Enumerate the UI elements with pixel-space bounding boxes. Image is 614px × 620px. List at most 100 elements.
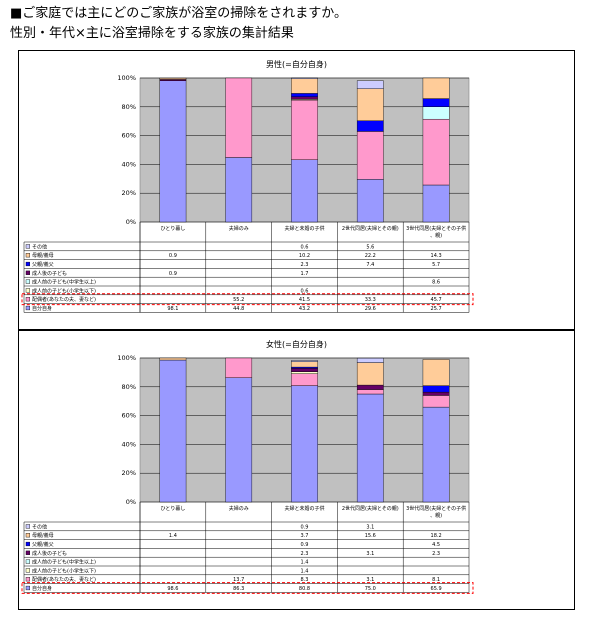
table-value: 43.2 (299, 306, 310, 312)
bar-segment-mother (422, 359, 450, 386)
table-value: 2.3 (301, 551, 309, 557)
legend-key-adult_child (25, 270, 30, 275)
chart-panel-male: 男性(=自分自身) 0% 20% 40% 60% 80% 100% ひとり暮し 夫婦のみ 夫婦と… (18, 50, 575, 330)
bar-segment-self (291, 385, 318, 503)
legend-label: 父親/義父 (32, 541, 54, 548)
data-table: ひとり暮し 夫婦のみ 夫婦と未婚の子供 2世代同居(夫婦とその親) 3世代同居(夫婦とそ… (21, 222, 474, 313)
legend-label: 成人前の子ども(小学生以下) (32, 567, 96, 574)
table-value: 29.6 (365, 306, 376, 312)
bar-segment-mother (159, 357, 187, 361)
y-tick-label: 60% (122, 132, 136, 140)
table-value: 0.9 (301, 542, 309, 548)
legend-key-self (25, 305, 30, 311)
legend-key-child_elementary (25, 568, 30, 573)
bar-segment-spouse (291, 99, 318, 160)
bar-segment-spouse (225, 357, 253, 378)
table-value: 45.7 (431, 297, 442, 303)
legend-label: その他 (32, 523, 47, 530)
table-value: 22.2 (365, 253, 376, 259)
legend-key-child_junior_high (25, 279, 30, 284)
y-tick-label: 0% (126, 498, 136, 506)
bar-segment-spouse (225, 77, 253, 158)
table-value: 65.9 (431, 586, 442, 592)
legend-key-other (25, 244, 30, 249)
chart-title: 女性(=自分自身) (266, 340, 327, 349)
legend-key-father (25, 261, 30, 267)
legend-key-spouse (25, 577, 30, 582)
bar-segment-mother (356, 362, 384, 386)
legend-label: 自分自身 (32, 305, 52, 312)
bar-segment-adult_child (291, 96, 318, 100)
bar-segment-self (225, 157, 253, 223)
category-label: 2世代同居(夫婦とその親) (342, 505, 399, 512)
y-tick-label: 20% (122, 189, 136, 197)
bar-segment-other (356, 80, 384, 90)
legend-key-self (25, 585, 30, 591)
table-value: 4.5 (432, 542, 440, 548)
table-value: 1.4 (301, 560, 309, 566)
table-value: 8.6 (432, 280, 440, 286)
category-label: 夫婦と未婚の子供 (284, 225, 324, 232)
category-label: 、親) (430, 232, 442, 239)
category-label: 3世代同居(夫婦とその子供 (406, 505, 466, 512)
table-value: 44.8 (233, 306, 244, 312)
legend-label: 配偶者(あなたの夫、妻など) (32, 576, 96, 583)
chart-panel-female: 女性(=自分自身) 0% 20% 40% 60% 80% 100% ひとり暮し 夫婦のみ 夫婦と… (18, 330, 575, 610)
legend-label: その他 (32, 243, 47, 250)
highlight-box (21, 293, 474, 306)
bar-segment-self (422, 184, 450, 223)
legend-key-child_elementary (25, 288, 30, 293)
legend-key-spouse (25, 297, 30, 302)
bar-segment-child_elementary (291, 371, 318, 374)
bar-segment-self (422, 406, 450, 503)
table-value: 0.9 (169, 253, 177, 259)
bar-segment-self (291, 159, 318, 223)
category-label: ひとり暮し (160, 225, 185, 232)
table-value: 15.6 (365, 533, 376, 539)
table-value: 98.1 (167, 306, 178, 312)
bar-segment-spouse (291, 373, 318, 386)
table-value: 33.3 (365, 297, 376, 303)
bar-segment-mother (291, 78, 318, 94)
category-label: 2世代同居(夫婦とその親) (342, 225, 399, 232)
table-value: 2.3 (301, 262, 309, 268)
table-value: 1.7 (301, 271, 309, 277)
table-value: 98.6 (167, 586, 178, 592)
legend-label: 成人前の子ども(中学生以上) (32, 279, 96, 286)
bar-segment-child_junior_high (422, 106, 450, 120)
table-value: 0.6 (301, 288, 309, 294)
y-tick-label: 20% (122, 469, 136, 477)
legend-label: 父親/義父 (32, 261, 54, 268)
table-value: 2.3 (432, 551, 440, 557)
table-value: 3.1 (366, 524, 374, 530)
legend-label: 成人前の子ども(中学生以上) (32, 559, 96, 566)
table-value: 5.6 (366, 244, 374, 250)
table-value: 25.7 (431, 306, 442, 312)
table-value: 7.4 (366, 262, 374, 268)
table-value: 18.2 (431, 533, 442, 539)
bar-segment-spouse (422, 118, 450, 186)
y-tick-label: 80% (122, 383, 136, 391)
bar-segment-other (291, 77, 318, 79)
table-value: 1.4 (301, 568, 309, 574)
table-value: 3.1 (366, 551, 374, 557)
bar-segment-adult_child (422, 391, 450, 396)
table-value: 8.1 (432, 577, 440, 583)
bar-segment-mother (159, 77, 187, 80)
bar-segment-self (356, 393, 384, 503)
legend-label: 自分自身 (32, 585, 52, 592)
bar-segment-other (356, 357, 384, 363)
legend-key-other (25, 524, 30, 529)
chart-svg-male: 0% 20% 40% 60% 80% 100% ひとり暮し 夫婦のみ 夫婦と未婚の子供 2世代同居… (21, 74, 474, 313)
bar-segment-mother (356, 88, 384, 121)
bar-segment-self (159, 80, 187, 223)
bar-segment-adult_child (291, 368, 318, 372)
legend-label: 母親/義母 (32, 252, 54, 259)
y-tick-label: 100% (117, 74, 136, 82)
bar-segment-father (291, 93, 318, 97)
bar-segment-self (159, 359, 187, 503)
bar-segment-adult_child (356, 384, 384, 390)
bar-segment-other (291, 360, 318, 362)
legend-key-mother (25, 533, 30, 538)
bar-segment-self (225, 377, 253, 503)
